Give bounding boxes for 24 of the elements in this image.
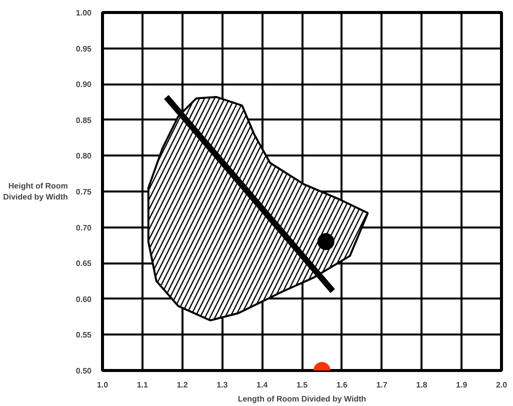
x-tick-label: 1.6 [336, 380, 348, 390]
y-tick-label: 0.65 [76, 259, 92, 268]
y-tick-label: 1.00 [76, 8, 92, 18]
x-tick-label: 1.4 [256, 380, 268, 390]
x-tick-label: 1.3 [216, 380, 228, 390]
x-tick-label: 1.0 [96, 380, 109, 390]
x-tick-label: 1.2 [176, 380, 188, 390]
y-axis-title: Height of Room Divided by Width [3, 182, 68, 202]
x-tick-label: 1.7 [376, 380, 388, 390]
y-tick-label: 0.70 [76, 223, 92, 232]
x-axis-title: Length of Room Divided by Width [238, 394, 366, 404]
y-tick-label: 0.90 [76, 80, 92, 90]
x-tick-label: 1.9 [456, 380, 468, 390]
y-tick-label: 0.80 [76, 152, 92, 161]
x-tick-label: 1.8 [416, 380, 428, 390]
x-tick-label: 2.0 [496, 380, 508, 390]
x-tick-label: 1.1 [136, 380, 149, 390]
y-tick-label: 0.95 [76, 44, 92, 54]
y-tick-label: 0.75 [76, 188, 92, 196]
y-tick-label: 0.85 [76, 116, 92, 125]
y-tick-label: 0.55 [76, 330, 92, 340]
x-tick-label: 1.5 [296, 380, 308, 390]
y-tick-label: 0.50 [76, 366, 92, 376]
y-tick-label: 0.60 [76, 294, 92, 304]
